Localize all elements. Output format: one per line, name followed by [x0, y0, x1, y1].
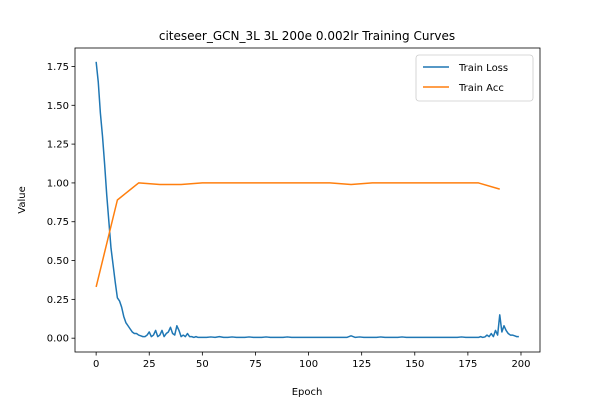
- y-tick-label: 0.75: [47, 217, 69, 228]
- y-tick-label: 0.50: [47, 256, 69, 267]
- y-tick-label: 1.50: [47, 101, 69, 112]
- y-axis-label: Value: [17, 186, 28, 213]
- legend-label-train-acc: Train Acc: [458, 83, 504, 94]
- y-tick-label: 1.25: [47, 140, 69, 151]
- x-tick-label: 0: [93, 359, 99, 370]
- axes-frame: [74, 47, 541, 353]
- series-line-train-acc: [95, 182, 500, 288]
- y-tick-label: 0.25: [47, 295, 69, 306]
- x-tick-label: 175: [458, 359, 477, 370]
- chart-title: citeseer_GCN_3L 3L 200e 0.002lr Training…: [159, 29, 455, 43]
- y-tick-label: 1.00: [47, 178, 69, 189]
- legend: Train Loss Train Acc: [415, 54, 534, 102]
- series-line-train-loss: [95, 61, 519, 339]
- x-tick-label: 50: [196, 359, 209, 370]
- plot-area: 0 25 50 75 100 125 150 175 200 0.00 0.25 0.50 0.75 1.…: [47, 47, 541, 370]
- legend-label-train-loss: Train Loss: [458, 63, 508, 74]
- x-axis-label: Epoch: [292, 387, 323, 398]
- x-tick-label: 125: [352, 359, 371, 370]
- x-tick-label: 75: [249, 359, 262, 370]
- y-tick-label: 0.00: [47, 334, 69, 345]
- x-tick-label: 150: [405, 359, 424, 370]
- x-tick-label: 100: [299, 359, 318, 370]
- x-tick-label: 200: [511, 359, 530, 370]
- legend-box: [415, 54, 534, 102]
- x-tick-label: 25: [143, 359, 156, 370]
- y-tick-label: 1.75: [47, 62, 69, 73]
